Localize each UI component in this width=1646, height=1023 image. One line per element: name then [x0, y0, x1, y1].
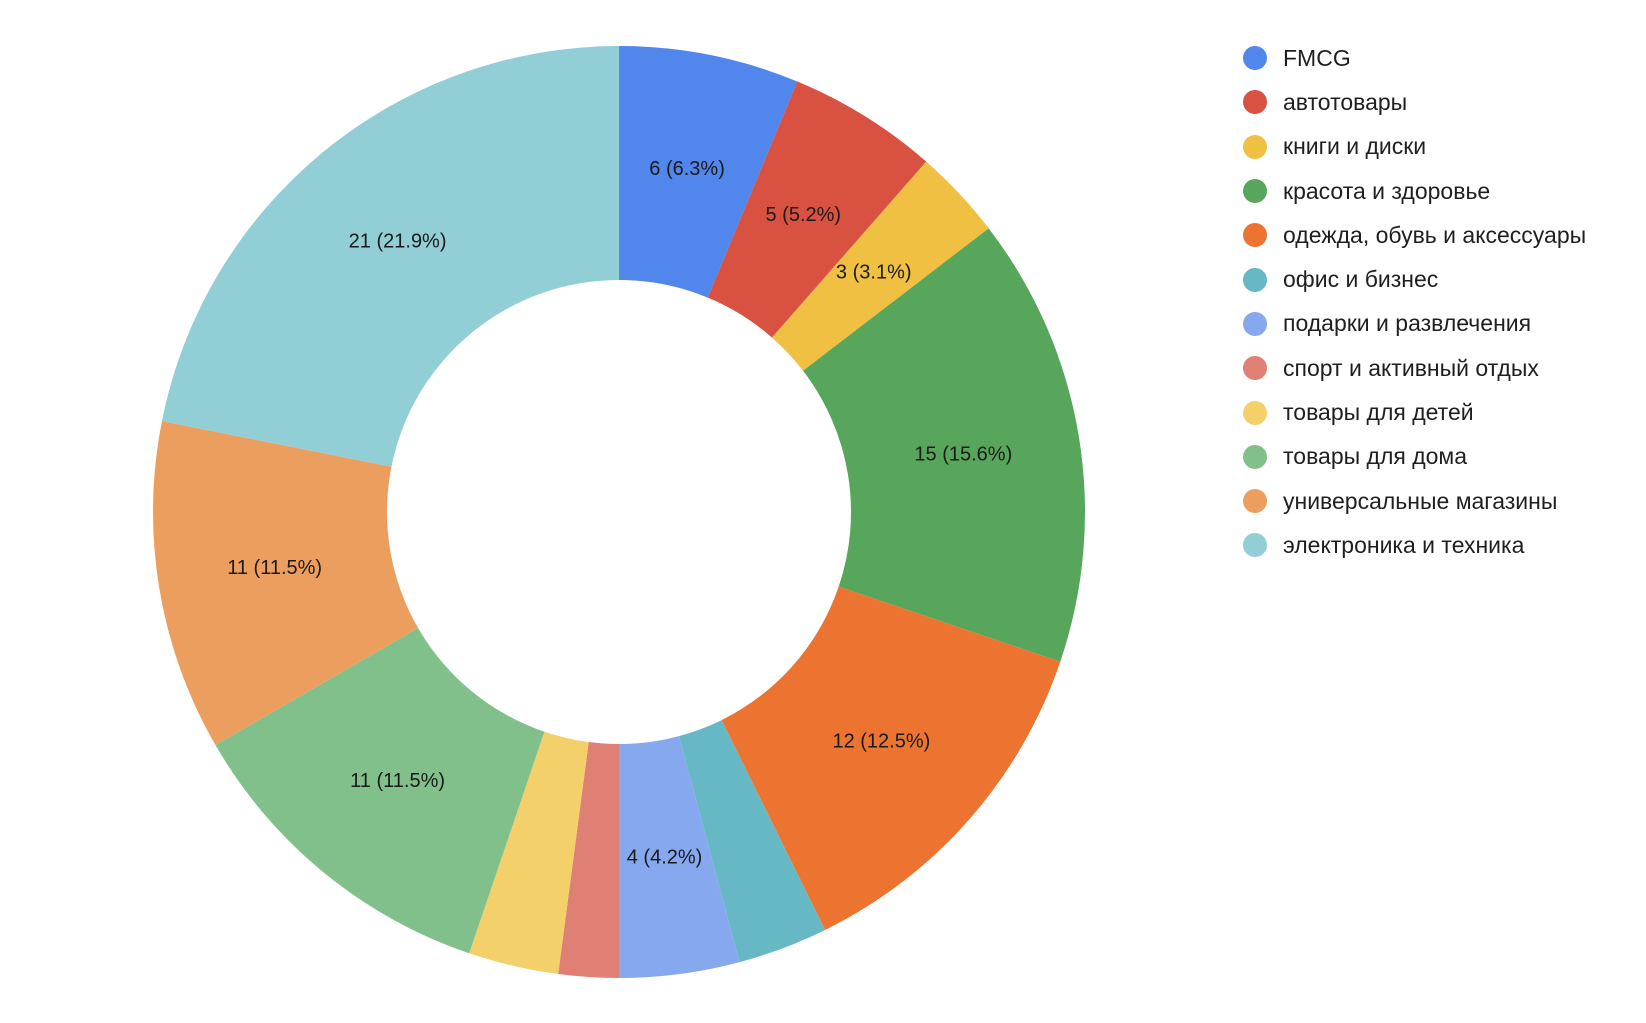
legend-label: товары для дома [1283, 443, 1468, 470]
pie-slice-2 [771, 161, 989, 371]
slice-data-label: 5 (5.2%) [765, 204, 841, 226]
legend-label: универсальные магазины [1283, 487, 1558, 514]
legend-swatch [1243, 90, 1267, 115]
legend-swatch [1243, 533, 1267, 558]
slice-data-label: 3 (3.1%) [836, 262, 912, 284]
legend-swatch [1243, 444, 1267, 469]
legend-label: офис и бизнес [1283, 266, 1439, 293]
legend-item: книги и диски [1243, 125, 1586, 169]
legend-item: красота и здоровье [1243, 169, 1586, 213]
legend-swatch [1243, 311, 1267, 336]
pie-slice-7 [558, 742, 619, 978]
slice-data-label: 11 (11.5%) [227, 557, 322, 579]
legend-item: офис и бизнес [1243, 257, 1586, 301]
legend-swatch [1243, 400, 1267, 425]
legend-item: FMCG [1243, 36, 1586, 80]
legend-label: автотовары [1283, 88, 1408, 115]
slice-data-label: 6 (6.3%) [649, 158, 725, 180]
slice-data-label: 15 (15.6%) [914, 443, 1012, 465]
legend-item: подарки и развлечения [1243, 302, 1586, 346]
legend-label: электроника и техника [1283, 531, 1525, 558]
legend-swatch [1243, 356, 1267, 381]
pie-slice-0 [619, 46, 798, 298]
legend-item: одежда, обувь и аксессуары [1243, 213, 1586, 257]
legend-item: товары для детей [1243, 390, 1586, 434]
pie-slice-5 [679, 720, 826, 963]
legend-label: одежда, обувь и аксессуары [1283, 221, 1587, 248]
legend-swatch [1243, 267, 1267, 292]
legend-swatch [1243, 179, 1267, 204]
legend-swatch [1243, 223, 1267, 248]
slice-data-label: 21 (21.9%) [349, 231, 447, 253]
legend: FMCG автотовары книги и диски красота и здо… [1243, 36, 1586, 568]
slice-data-label: 4 (4.2%) [627, 846, 703, 868]
legend-label: подарки и развлечения [1283, 310, 1532, 337]
pie-slice-8 [469, 731, 589, 975]
pie-slice-10 [153, 421, 419, 745]
pie-slice-1 [707, 81, 927, 338]
legend-label: FMCG [1283, 44, 1351, 71]
legend-swatch [1243, 46, 1267, 71]
pie-slice-9 [215, 628, 545, 954]
pie-slice-6 [619, 736, 740, 978]
legend-item: универсальные магазины [1243, 479, 1586, 523]
pie-slice-3 [803, 228, 1085, 662]
pie-slice-11 [161, 46, 620, 467]
legend-swatch [1243, 134, 1267, 159]
legend-item: товары для дома [1243, 435, 1586, 479]
slice-data-label: 12 (12.5%) [832, 730, 930, 752]
legend-label: красота и здоровье [1283, 177, 1491, 204]
slice-data-label: 11 (11.5%) [350, 770, 445, 792]
legend-item: спорт и активный отдых [1243, 346, 1586, 390]
legend-label: товары для детей [1283, 399, 1474, 426]
pie-slice-4 [721, 586, 1061, 930]
legend-swatch [1243, 489, 1267, 514]
data-labels-group: 6 (6.3%) 5 (5.2%) 3 (3.1%) 15 (15.6%) 12 (12… [227, 158, 1012, 868]
legend-item: автотовары [1243, 80, 1586, 124]
legend-item: электроника и техника [1243, 523, 1586, 567]
legend-label: спорт и активный отдых [1283, 354, 1539, 381]
legend-label: книги и диски [1283, 133, 1427, 160]
slices-group [153, 46, 1085, 978]
